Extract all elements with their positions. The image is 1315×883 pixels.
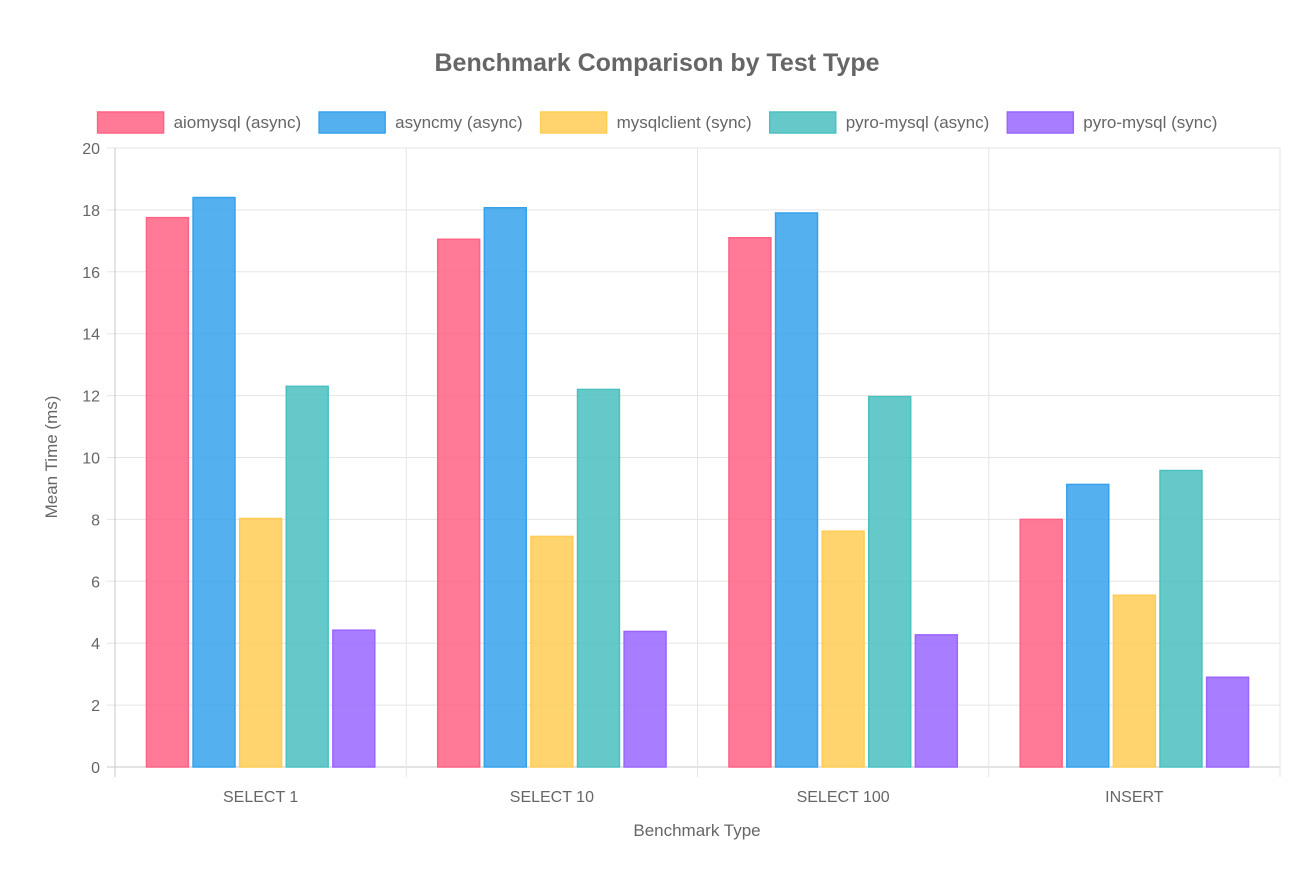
y-tick-label: 4 [91,636,100,653]
bar[interactable] [623,630,667,768]
y-axis-ticks: 0 2 4 6 8 10 12 14 16 18 20 [82,141,100,777]
y-axis-title: Mean Time (ms) [42,396,61,519]
x-tick-label: INSERT [1105,789,1164,806]
bars [145,196,1250,768]
legend-item[interactable]: aiomysql (async) [96,111,302,134]
bar[interactable] [483,206,527,768]
legend-item[interactable]: asyncmy (async) [318,111,523,134]
legend-swatch [1006,111,1075,134]
bar[interactable] [1112,594,1157,768]
bar[interactable] [285,385,329,768]
bar[interactable] [868,395,912,768]
chart-title: Benchmark Comparison by Test Type [434,49,879,77]
bar[interactable] [1159,469,1203,768]
bar[interactable] [530,535,574,768]
bar[interactable] [332,629,376,768]
legend-label: pyro-mysql (async) [846,113,990,132]
y-tick-label: 18 [82,203,100,220]
bar[interactable] [576,388,621,768]
bar[interactable] [436,238,481,768]
legend-label: aiomysql (async) [174,113,302,132]
legend-swatch [539,111,608,134]
legend-label: mysqlclient (sync) [617,113,752,132]
x-tick-label: SELECT 10 [510,789,594,806]
y-tick-label: 0 [91,760,100,777]
bar[interactable] [914,634,959,768]
bar[interactable] [774,212,819,768]
bar[interactable] [145,216,190,768]
x-axis-title: Benchmark Type [633,821,760,840]
y-tick-label: 20 [82,141,100,158]
y-tick-label: 2 [91,698,100,715]
bar[interactable] [238,517,283,768]
x-tick-label: SELECT 100 [797,789,890,806]
x-axis-ticks: SELECT 1 SELECT 10 SELECT 100 INSERT [223,789,1164,806]
legend-swatch [96,111,165,134]
bar[interactable] [1019,518,1063,768]
legend-label: asyncmy (async) [395,113,523,132]
bar[interactable] [1066,483,1110,768]
legend-swatch [318,111,386,134]
bar[interactable] [821,530,865,768]
legend-label: pyro-mysql (sync) [1083,113,1217,132]
bar[interactable] [728,237,772,768]
bar[interactable] [192,196,236,768]
x-tick-label: SELECT 1 [223,789,298,806]
legend-item[interactable]: mysqlclient (sync) [539,111,752,134]
y-tick-label: 10 [82,451,100,468]
y-tick-label: 12 [82,389,100,406]
y-tick-label: 14 [82,327,100,344]
legend-item[interactable]: pyro-mysql (async) [768,111,990,134]
legend: aiomysql (async) asyncmy (async) mysqlclie… [96,111,1217,134]
legend-item[interactable]: pyro-mysql (sync) [1006,111,1217,134]
legend-swatch [768,111,837,134]
y-tick-label: 8 [91,512,100,529]
bar[interactable] [1205,676,1250,768]
y-tick-label: 6 [91,574,100,591]
y-tick-label: 16 [82,265,100,282]
